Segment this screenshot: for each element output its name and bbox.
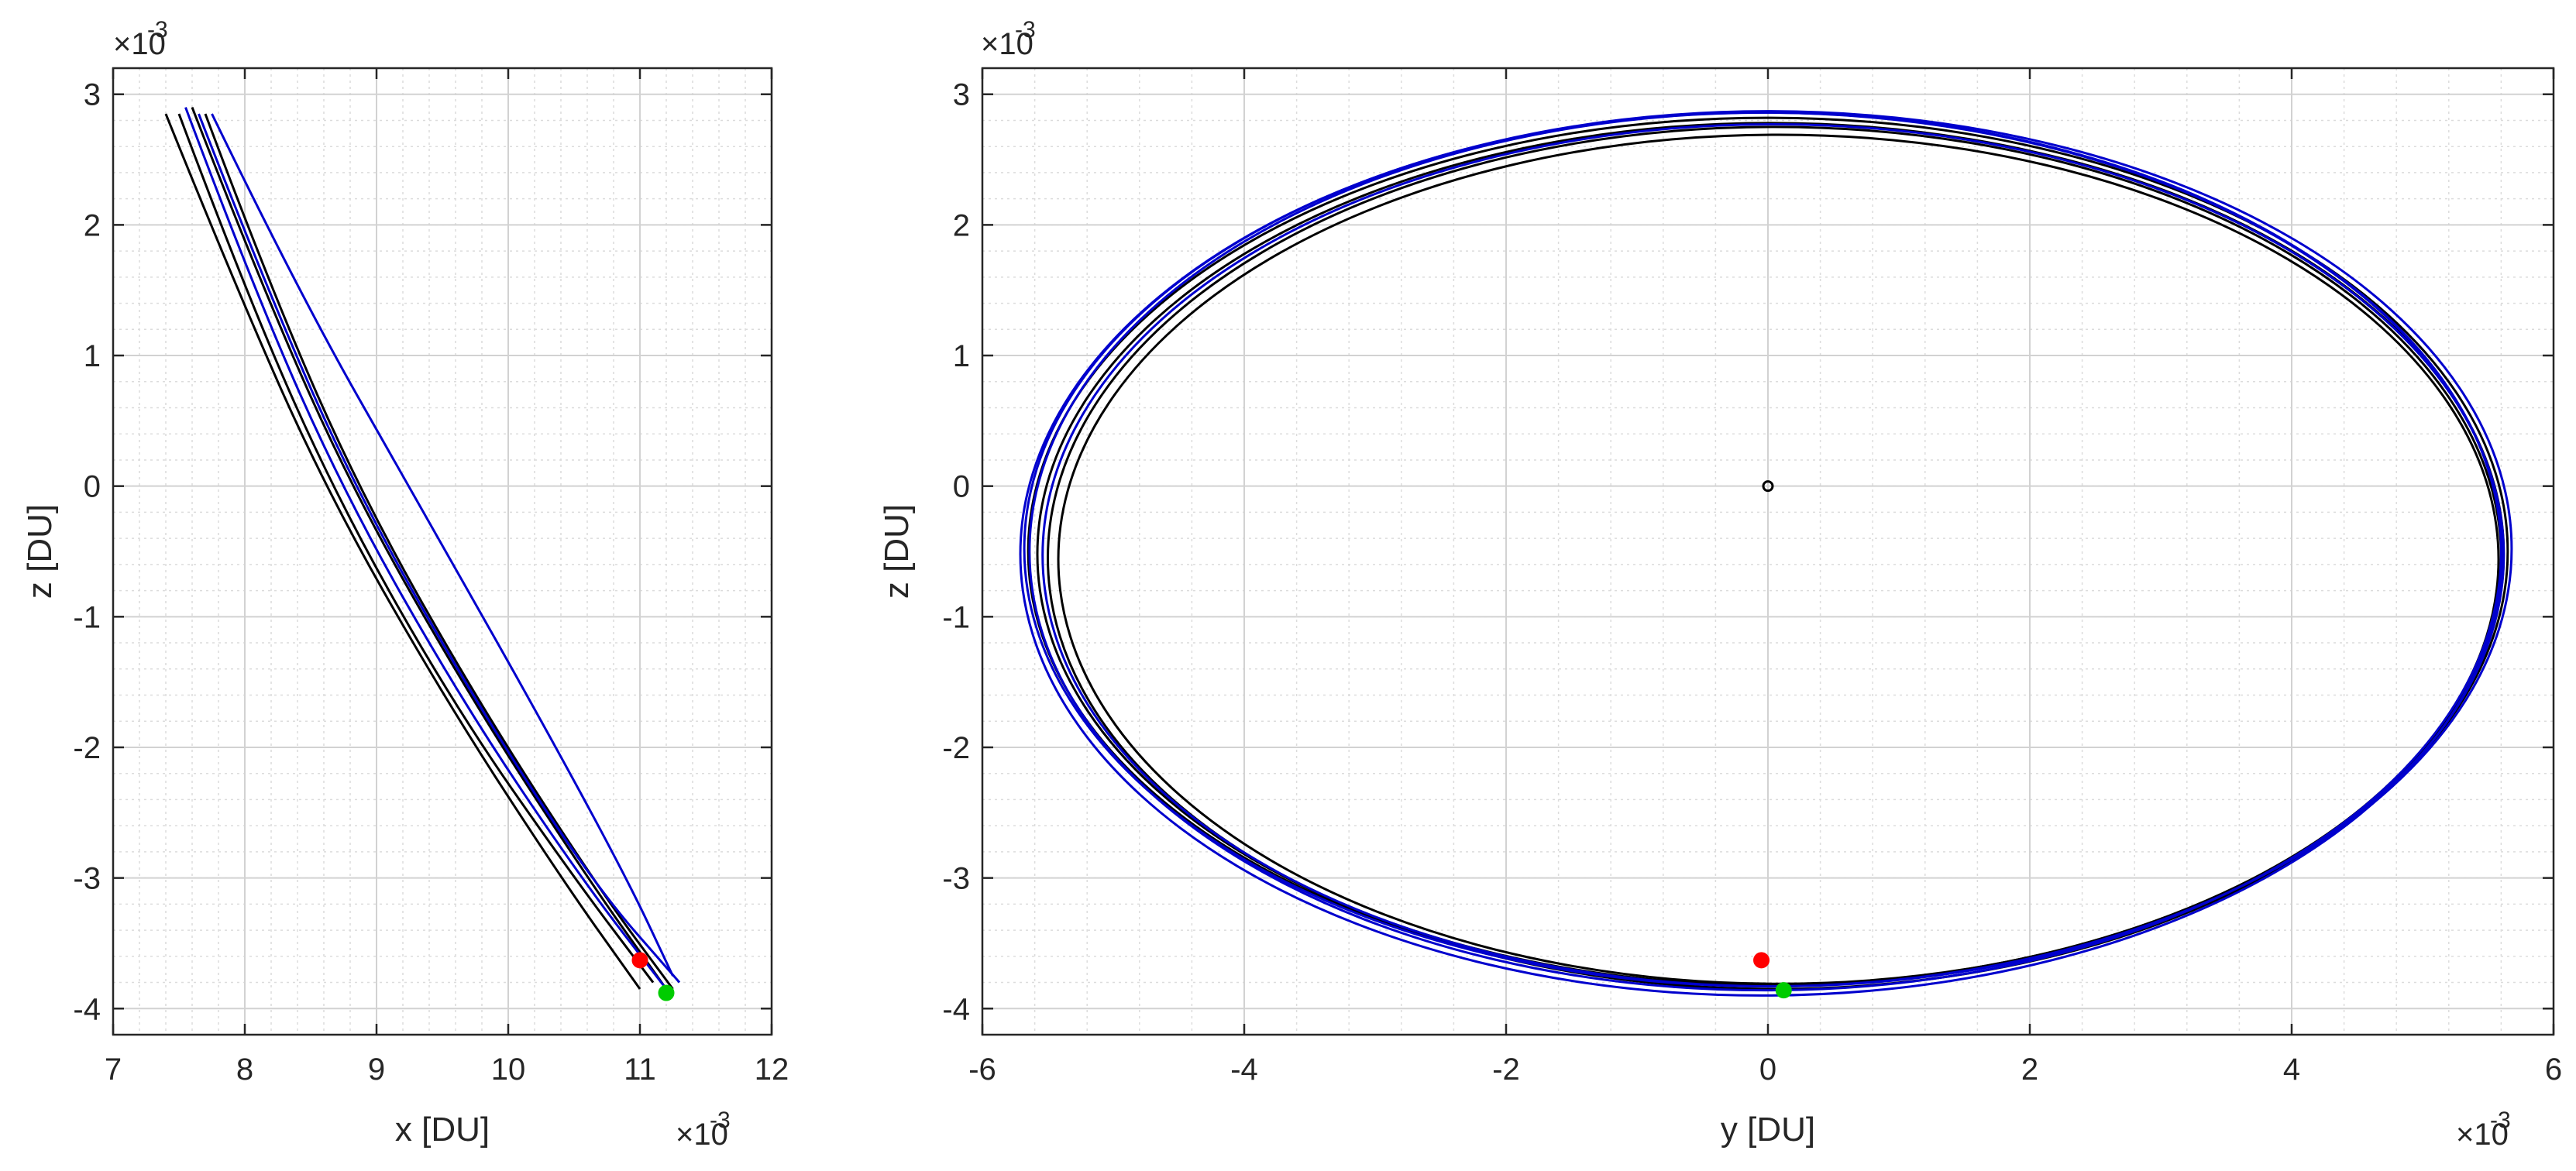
y-tick-label: -1 [73,600,101,634]
trajectory-line [177,113,655,984]
plot-frame [112,67,773,1036]
x-tick-label: 12 [755,1053,789,1087]
svg-text:×10: ×10 [981,27,1033,61]
y-axis-label: z [DU] [878,504,916,599]
y-tick-label: 1 [84,339,101,373]
y-tick-label: 1 [953,339,970,373]
svg-text:-3: -3 [2490,1107,2511,1133]
axis-ticks: -6 -4 -2 0 2 4 6 -4 -3 -2 -1 0 1 2 3 [942,68,2562,1087]
y-tick-label: -4 [942,992,970,1026]
y-tick-label: 3 [953,78,970,112]
x-tick-label: 9 [368,1053,385,1087]
orbit-line [1057,133,2500,985]
x-tick-label: 2 [2021,1053,2038,1087]
svg-text:×10: ×10 [2456,1118,2509,1152]
trajectory-line [184,107,668,990]
y-tick-label: -2 [73,731,101,765]
trajectory-line [204,113,674,990]
y-tick-label: 2 [953,208,970,242]
x-tick-label: 11 [624,1053,656,1087]
start-marker [1753,952,1770,969]
svg-text:-3: -3 [147,17,168,43]
orbit-lines [1019,110,2513,997]
end-marker [658,984,675,1001]
trajectory-markers [631,952,675,1001]
x-tick-label: 8 [236,1053,253,1087]
y-tick-label: -1 [942,600,970,634]
x-tick-label: 7 [105,1053,122,1087]
x-tick-label: 4 [2283,1053,2300,1087]
y-tick-label: 2 [84,208,101,242]
x-tick-label: -2 [1492,1053,1520,1087]
x-exponent: ×10 -3 [2456,1107,2511,1152]
svg-text:×10: ×10 [676,1118,728,1152]
trajectory-line [191,107,668,990]
y-exponent: ×10 -3 [981,17,1036,61]
trajectory-line [211,113,674,977]
y-tick-label: 3 [84,78,101,112]
end-marker [1775,982,1792,999]
start-marker [631,952,648,969]
x-tick-label: 6 [2545,1053,2562,1087]
x-tick-label: 0 [1759,1053,1776,1087]
orbit-markers [1753,480,1792,999]
x-axis-label: x [DU] [395,1111,490,1149]
y-exponent: ×10 -3 [113,17,168,61]
svg-text:×10: ×10 [113,27,166,61]
trajectory-line [198,113,681,984]
x-exponent: ×10 -3 [676,1107,731,1152]
y-tick-label: -2 [942,731,970,765]
orbit-line [1027,116,2509,987]
y-tick-label: 0 [953,470,970,504]
trajectory-line [164,113,641,990]
y-axis-label: z [DU] [21,504,59,599]
svg-text:-3: -3 [710,1107,731,1133]
x-tick-label: -6 [968,1053,996,1087]
y-tick-label: -3 [942,862,970,896]
y-tick-label: 0 [84,470,101,504]
x-axis-label: y [DU] [1721,1111,1815,1149]
x-tick-label: 10 [491,1053,526,1087]
trajectory-lines [164,107,681,990]
svg-text:-3: -3 [1015,17,1036,43]
y-tick-label: -4 [73,992,101,1026]
orbit-line [1041,123,2505,988]
origin-marker [1762,480,1774,493]
x-tick-label: -4 [1230,1053,1258,1087]
plot-background [113,68,772,1035]
y-tick-label: -3 [73,862,101,896]
orbit-line [1019,111,2504,997]
yz-projection-plot: -6 -4 -2 0 2 4 6 -4 -3 -2 -1 0 1 2 3 y [DU] z [DU] ×10… [878,17,2562,1152]
